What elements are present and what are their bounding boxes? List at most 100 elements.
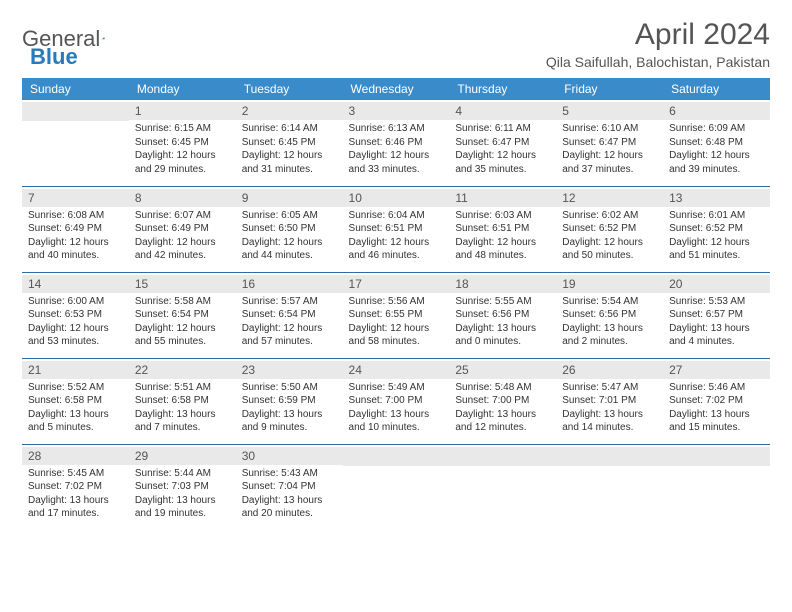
day-info-line: Sunset: 6:47 PM [455, 136, 550, 150]
day-info-line: Sunrise: 6:14 AM [242, 122, 337, 136]
day-info-line: Daylight: 13 hours [135, 494, 230, 508]
day-info-line: Sunset: 6:51 PM [349, 222, 444, 236]
calendar-day-cell: 24Sunrise: 5:49 AMSunset: 7:00 PMDayligh… [343, 358, 450, 444]
calendar-week-row: 28Sunrise: 5:45 AMSunset: 7:02 PMDayligh… [22, 444, 770, 530]
day-info-line: and 33 minutes. [349, 163, 444, 177]
day-info-line: Daylight: 13 hours [455, 408, 550, 422]
calendar-week-row: 7Sunrise: 6:08 AMSunset: 6:49 PMDaylight… [22, 186, 770, 272]
day-info-line: Sunset: 6:47 PM [562, 136, 657, 150]
day-info-line: and 53 minutes. [28, 335, 123, 349]
logo-sail-icon [102, 30, 105, 46]
day-info-line: Daylight: 12 hours [669, 236, 764, 250]
day-info-line: Sunrise: 5:45 AM [28, 467, 123, 481]
weekday-header: Monday [129, 78, 236, 100]
calendar-day-cell [449, 444, 556, 530]
day-info-line: Sunset: 7:02 PM [669, 394, 764, 408]
calendar-day-cell: 3Sunrise: 6:13 AMSunset: 6:46 PMDaylight… [343, 100, 450, 186]
day-info-line: Sunset: 6:45 PM [242, 136, 337, 150]
weekday-header: Wednesday [343, 78, 450, 100]
day-info-line: Sunrise: 5:44 AM [135, 467, 230, 481]
day-info-line: and 20 minutes. [242, 507, 337, 521]
day-number: 9 [236, 189, 343, 207]
calendar-week-row: 21Sunrise: 5:52 AMSunset: 6:58 PMDayligh… [22, 358, 770, 444]
day-number: 20 [663, 275, 770, 293]
day-info-line: and 14 minutes. [562, 421, 657, 435]
day-number: 19 [556, 275, 663, 293]
day-number [556, 447, 663, 466]
day-info-line: and 31 minutes. [242, 163, 337, 177]
day-info-line: and 4 minutes. [669, 335, 764, 349]
day-info-line: and 0 minutes. [455, 335, 550, 349]
calendar-day-cell: 8Sunrise: 6:07 AMSunset: 6:49 PMDaylight… [129, 186, 236, 272]
day-info-line: Daylight: 12 hours [562, 149, 657, 163]
day-number: 6 [663, 102, 770, 120]
calendar-day-cell: 14Sunrise: 6:00 AMSunset: 6:53 PMDayligh… [22, 272, 129, 358]
day-info-line: Sunrise: 6:08 AM [28, 209, 123, 223]
calendar-day-cell: 1Sunrise: 6:15 AMSunset: 6:45 PMDaylight… [129, 100, 236, 186]
day-info-line: Sunrise: 5:51 AM [135, 381, 230, 395]
day-info-line: Daylight: 12 hours [455, 236, 550, 250]
day-number: 29 [129, 447, 236, 465]
day-info-line: Sunset: 7:03 PM [135, 480, 230, 494]
day-info-line: and 15 minutes. [669, 421, 764, 435]
calendar-body: 1Sunrise: 6:15 AMSunset: 6:45 PMDaylight… [22, 100, 770, 530]
calendar-day-cell: 2Sunrise: 6:14 AMSunset: 6:45 PMDaylight… [236, 100, 343, 186]
day-info-line: and 5 minutes. [28, 421, 123, 435]
day-number: 21 [22, 361, 129, 379]
calendar-day-cell: 18Sunrise: 5:55 AMSunset: 6:56 PMDayligh… [449, 272, 556, 358]
day-info-line: Sunrise: 6:00 AM [28, 295, 123, 309]
day-info-line: Sunset: 6:54 PM [242, 308, 337, 322]
day-info-line: Sunrise: 5:57 AM [242, 295, 337, 309]
day-info-line: Sunrise: 5:54 AM [562, 295, 657, 309]
calendar-day-cell: 27Sunrise: 5:46 AMSunset: 7:02 PMDayligh… [663, 358, 770, 444]
day-info-line: Daylight: 12 hours [135, 322, 230, 336]
calendar-day-cell: 9Sunrise: 6:05 AMSunset: 6:50 PMDaylight… [236, 186, 343, 272]
day-info-line: and 9 minutes. [242, 421, 337, 435]
location-subtitle: Qila Saifullah, Balochistan, Pakistan [546, 54, 770, 70]
day-info-line: and 12 minutes. [455, 421, 550, 435]
weekday-header: Sunday [22, 78, 129, 100]
day-number: 30 [236, 447, 343, 465]
day-info-line: Sunrise: 5:58 AM [135, 295, 230, 309]
calendar-day-cell: 4Sunrise: 6:11 AMSunset: 6:47 PMDaylight… [449, 100, 556, 186]
day-number [22, 102, 129, 121]
day-info-line: Sunrise: 6:04 AM [349, 209, 444, 223]
day-info-line: Daylight: 12 hours [349, 236, 444, 250]
day-info-line: Daylight: 12 hours [135, 149, 230, 163]
day-info-line: Sunset: 7:04 PM [242, 480, 337, 494]
calendar-day-cell: 17Sunrise: 5:56 AMSunset: 6:55 PMDayligh… [343, 272, 450, 358]
day-info-line: Daylight: 13 hours [135, 408, 230, 422]
day-info-line: Sunset: 6:46 PM [349, 136, 444, 150]
calendar-week-row: 14Sunrise: 6:00 AMSunset: 6:53 PMDayligh… [22, 272, 770, 358]
day-info-line: Sunset: 6:48 PM [669, 136, 764, 150]
day-info-line: Sunrise: 6:09 AM [669, 122, 764, 136]
calendar-day-cell: 23Sunrise: 5:50 AMSunset: 6:59 PMDayligh… [236, 358, 343, 444]
day-info-line: Daylight: 13 hours [242, 494, 337, 508]
day-info-line: and 7 minutes. [135, 421, 230, 435]
calendar-header-row: Sunday Monday Tuesday Wednesday Thursday… [22, 78, 770, 100]
day-info-line: and 50 minutes. [562, 249, 657, 263]
day-number: 2 [236, 102, 343, 120]
day-info-line: Daylight: 12 hours [349, 149, 444, 163]
day-info-line: Sunrise: 5:53 AM [669, 295, 764, 309]
day-info-line: Sunset: 6:50 PM [242, 222, 337, 236]
day-info-line: Sunrise: 5:56 AM [349, 295, 444, 309]
day-number: 28 [22, 447, 129, 465]
day-number: 7 [22, 189, 129, 207]
day-info-line: and 19 minutes. [135, 507, 230, 521]
day-info-line: Daylight: 13 hours [242, 408, 337, 422]
day-number: 3 [343, 102, 450, 120]
title-block: April 2024 Qila Saifullah, Balochistan, … [546, 18, 770, 70]
day-number: 26 [556, 361, 663, 379]
day-info-line: Daylight: 13 hours [669, 408, 764, 422]
day-info-line: Sunrise: 6:07 AM [135, 209, 230, 223]
month-title: April 2024 [546, 18, 770, 52]
day-info-line: Sunrise: 5:52 AM [28, 381, 123, 395]
day-info-line: Daylight: 13 hours [28, 408, 123, 422]
calendar-day-cell: 5Sunrise: 6:10 AMSunset: 6:47 PMDaylight… [556, 100, 663, 186]
calendar-day-cell: 20Sunrise: 5:53 AMSunset: 6:57 PMDayligh… [663, 272, 770, 358]
day-info-line: and 55 minutes. [135, 335, 230, 349]
day-number: 5 [556, 102, 663, 120]
day-number: 8 [129, 189, 236, 207]
calendar-day-cell: 21Sunrise: 5:52 AMSunset: 6:58 PMDayligh… [22, 358, 129, 444]
